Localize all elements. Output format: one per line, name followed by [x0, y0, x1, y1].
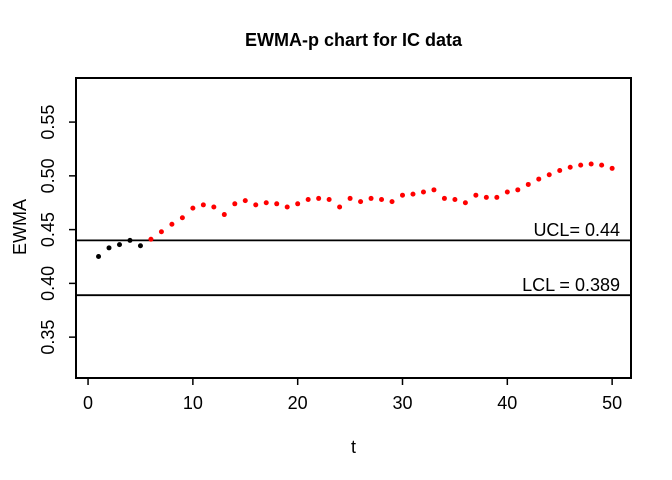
signal-point: [242, 198, 248, 204]
in-control-point: [96, 253, 102, 259]
signal-point: [389, 199, 395, 205]
signal-point: [326, 197, 332, 203]
in-control-point: [116, 242, 122, 248]
chart-title: EWMA-p chart for IC data: [244, 30, 462, 50]
signal-point: [274, 201, 280, 207]
signal-point: [305, 197, 311, 203]
plot-box: [75, 77, 632, 379]
y-axis-tick-label: 0.50: [38, 158, 58, 193]
signal-point: [578, 162, 584, 168]
signal-point: [169, 221, 175, 227]
in-control-point: [137, 243, 143, 249]
signal-point: [295, 201, 301, 207]
signal-point: [368, 195, 374, 201]
signal-point: [200, 202, 206, 208]
signal-point: [536, 176, 542, 182]
signal-point: [525, 181, 531, 187]
signal-point: [400, 192, 406, 198]
signal-point: [284, 204, 290, 210]
signal-point: [158, 229, 164, 235]
signal-point: [253, 202, 259, 208]
signal-point: [232, 201, 238, 207]
signal-point: [179, 215, 185, 221]
y-axis-tick-label: 0.35: [38, 320, 58, 355]
y-axis-tick-label: 0.45: [38, 212, 58, 247]
signal-point: [462, 200, 468, 206]
signal-point: [347, 195, 353, 201]
signal-point: [441, 195, 447, 201]
x-axis-tick-label: 50: [602, 393, 622, 413]
ucl-annotation: UCL= 0.44: [533, 220, 620, 240]
signal-point: [263, 200, 269, 206]
signal-point: [483, 194, 489, 200]
signal-point: [494, 194, 500, 200]
signal-point: [504, 189, 510, 195]
signal-point: [410, 191, 416, 197]
x-axis-tick-label: 30: [392, 393, 412, 413]
signal-point: [358, 199, 364, 205]
signal-point: [567, 164, 573, 170]
y-axis-tick-label: 0.55: [38, 105, 58, 140]
x-axis-tick-label: 10: [183, 393, 203, 413]
signal-point: [337, 204, 343, 210]
signal-point: [420, 189, 426, 195]
in-control-point: [106, 245, 112, 251]
x-axis-tick-label: 0: [83, 393, 93, 413]
signal-point: [316, 195, 322, 201]
signal-point: [557, 167, 563, 173]
in-control-point: [127, 237, 133, 243]
signal-point: [431, 187, 437, 193]
signal-point: [473, 192, 479, 198]
signal-point: [379, 197, 385, 203]
x-axis-tick-label: 20: [288, 393, 308, 413]
y-axis-tick-label: 0.40: [38, 266, 58, 301]
x-axis-title: t: [350, 437, 356, 457]
signal-point: [546, 172, 552, 178]
signal-point: [221, 212, 227, 218]
signal-point: [609, 165, 615, 171]
signal-point: [148, 236, 154, 242]
x-axis-tick-label: 40: [497, 393, 517, 413]
lcl-annotation: LCL = 0.389: [522, 275, 620, 295]
signal-point: [588, 161, 594, 167]
signal-point: [190, 205, 196, 211]
signal-point: [599, 162, 605, 168]
signal-point: [515, 187, 521, 193]
signal-point: [452, 197, 458, 203]
signal-point: [211, 204, 217, 210]
